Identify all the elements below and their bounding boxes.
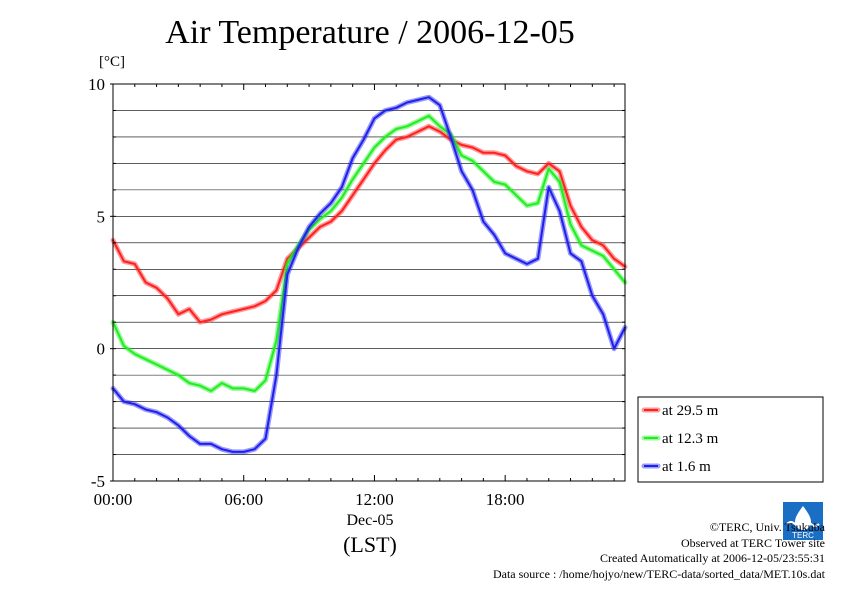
chart-title: Air Temperature / 2006-12-05 [165,14,575,51]
series-line-2 [112,96,626,453]
footer-copyright: ©TERC, Univ. Tsukuba [709,520,825,534]
terc-logo: TERC [783,502,823,540]
plot-border [112,83,626,482]
legend-label: at 1.6 m [662,459,711,475]
logo-text: TERC [792,531,814,540]
footer-source: Data source : /home/hojyo/new/TERC-data/… [492,566,825,581]
x-tick-label: 12:00 [355,490,394,509]
y-tick-label: -5 [91,472,105,491]
x-tick-label: 00:00 [94,490,133,509]
y-axis-ticks: -5 0 5 10 [88,75,625,491]
legend-box [637,396,824,483]
x-axis-ticks: 00:00 06:00 12:00 18:00 [94,84,615,509]
x-tick-label: 06:00 [224,490,263,509]
footer-created: Created Automatically at 2006-12-05/23:5… [600,551,825,565]
footer: ©TERC, Univ. Tsukuba Observed at TERC To… [493,520,825,582]
series-line-1 [112,114,626,392]
x-axis-date-label: Dec-05 [346,512,394,529]
footer-observed: Observed at TERC Tower site [680,535,825,550]
series-lines [110,94,628,455]
series-halo-2 [110,94,628,455]
x-axis-unit-label: (LST) [343,532,397,557]
legend-label: at 29.5 m [662,403,719,419]
series-line-0 [112,125,626,324]
y-tick-label: 5 [97,207,106,226]
y-tick-label: 10 [88,75,105,94]
x-tick-label: 18:00 [486,490,525,509]
y-axis-label: [°C] [99,54,125,70]
legend-label: at 12.3 m [662,431,719,447]
plot-frame [112,83,626,482]
y-tick-label: 0 [97,340,106,359]
legend: at 29.5 m at 12.3 m at 1.6 m [637,396,824,483]
